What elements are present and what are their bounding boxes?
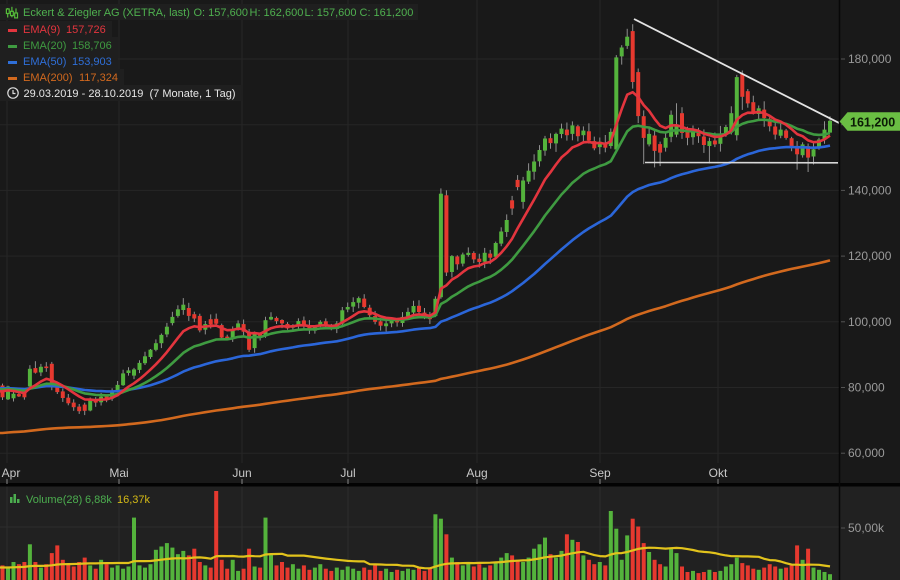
svg-text:117,324: 117,324 [79, 72, 118, 84]
svg-text:100,000: 100,000 [848, 315, 892, 329]
svg-text:Okt: Okt [709, 466, 728, 480]
svg-text:120,000: 120,000 [848, 249, 892, 263]
svg-text:158,706: 158,706 [72, 40, 112, 52]
svg-text:H: 162,600: H: 162,600 [250, 7, 304, 19]
svg-text:EMA(20): EMA(20) [23, 40, 66, 52]
svg-text:Volume(28): Volume(28) [26, 494, 82, 506]
svg-text:C: 161,200: C: 161,200 [360, 7, 414, 19]
svg-text:60,000: 60,000 [848, 446, 885, 460]
svg-text:Mai: Mai [109, 466, 128, 480]
svg-text:6,88k: 6,88k [85, 494, 112, 506]
svg-text:180,000: 180,000 [848, 52, 892, 66]
svg-text:16,37k: 16,37k [117, 494, 151, 506]
svg-text:Jul: Jul [340, 466, 355, 480]
svg-text:157,726: 157,726 [66, 24, 106, 36]
svg-text:80,000: 80,000 [848, 381, 885, 395]
svg-text:L: 157,600: L: 157,600 [305, 7, 357, 19]
svg-text:EMA(9): EMA(9) [23, 24, 60, 36]
svg-text:(7 Monate, 1 Tag): (7 Monate, 1 Tag) [150, 88, 236, 100]
svg-text:161,200: 161,200 [850, 116, 895, 130]
svg-text:EMA(50): EMA(50) [23, 56, 66, 68]
svg-text:29.03.2019 - 28.10.2019: 29.03.2019 - 28.10.2019 [24, 88, 144, 100]
svg-text:EMA(200): EMA(200) [23, 72, 73, 84]
svg-text:Apr: Apr [2, 466, 21, 480]
svg-text:Aug: Aug [466, 466, 487, 480]
svg-text:Jun: Jun [232, 466, 251, 480]
svg-text:50,00k: 50,00k [848, 521, 885, 535]
svg-text:140,000: 140,000 [848, 183, 892, 197]
svg-text:Sep: Sep [589, 466, 611, 480]
svg-text:O: 157,600: O: 157,600 [194, 7, 248, 19]
svg-text:Eckert & Ziegler AG (XETRA, l: Eckert & Ziegler AG (XETRA, last) [23, 7, 190, 19]
svg-text:153,903: 153,903 [72, 56, 112, 68]
